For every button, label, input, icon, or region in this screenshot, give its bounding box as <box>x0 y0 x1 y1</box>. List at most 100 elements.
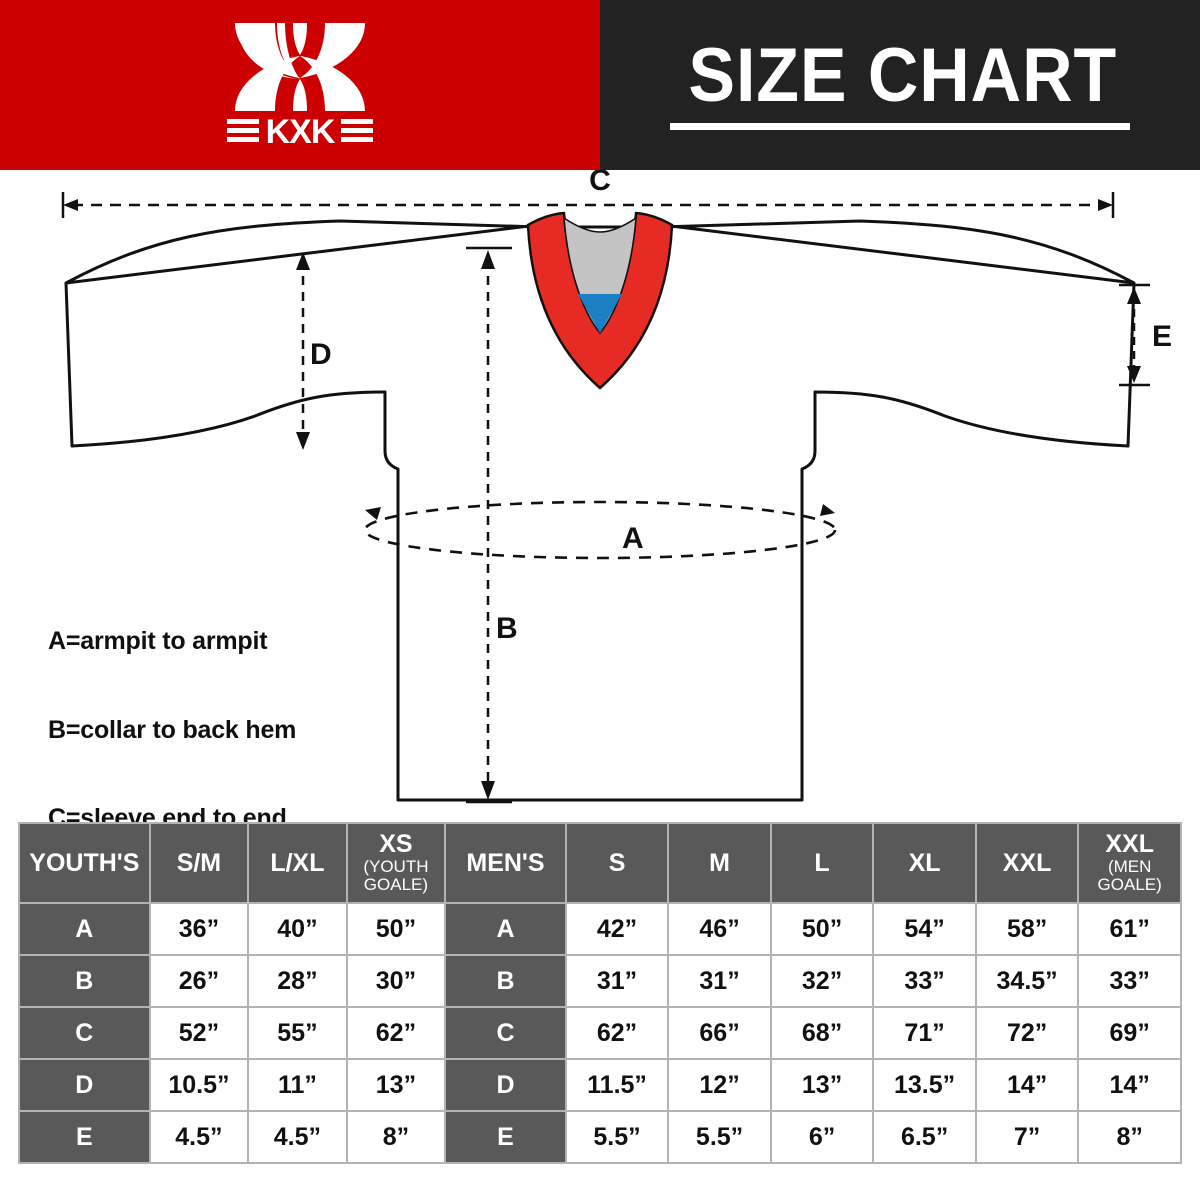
header-youths: YOUTH'S <box>20 824 149 902</box>
cell-youth-sm-d: 10.5” <box>150 1060 248 1110</box>
cell-youth-xs-c: 62” <box>347 1008 445 1058</box>
shoulder-seams <box>65 224 1135 285</box>
dimension-e <box>1119 283 1150 387</box>
page-title: SIZE CHART <box>688 33 1118 119</box>
dimension-a <box>363 500 837 560</box>
cell-youth-lxl-c: 55” <box>249 1008 346 1058</box>
svg-text:KXK: KXK <box>266 113 336 151</box>
kxk-logo: KXK <box>215 15 385 155</box>
cell-youth-xs-b: 30” <box>347 956 445 1006</box>
dimension-c <box>61 192 1115 218</box>
cell-men-xl-a: 54” <box>874 904 975 954</box>
cell-youth-sm-a: 36” <box>150 904 248 954</box>
cell-youth-xs-a: 50” <box>347 904 445 954</box>
header-men-m: M <box>669 824 770 902</box>
row-label-men-d: D <box>446 1060 565 1110</box>
row-label-youth-c: C <box>20 1008 149 1058</box>
cell-men-goalie-e: 8” <box>1079 1112 1180 1162</box>
cell-men-xxl-a: 58” <box>976 904 1078 954</box>
row-label-men-a: A <box>446 904 565 954</box>
row-label-youth-b: B <box>20 956 149 1006</box>
cell-men-xxl-b: 34.5” <box>976 956 1078 1006</box>
cell-men-xxl-e: 7” <box>976 1112 1078 1162</box>
dimension-b-label: B <box>496 612 518 645</box>
dimension-e-label: E <box>1152 320 1172 353</box>
cell-men-m-c: 66” <box>669 1008 770 1058</box>
table-row: A 36” 40” 50” A 42” 46” 50” 54” 58” 61” <box>20 904 1180 954</box>
cell-youth-lxl-a: 40” <box>249 904 346 954</box>
row-label-youth-e: E <box>20 1112 149 1162</box>
header-men-goalie-main: XXL <box>1105 830 1154 859</box>
dimension-c-label: C <box>589 170 611 197</box>
cell-men-goalie-b: 33” <box>1079 956 1180 1006</box>
cell-men-m-b: 31” <box>669 956 770 1006</box>
row-label-youth-d: D <box>20 1060 149 1110</box>
cell-men-goalie-c: 69” <box>1079 1008 1180 1058</box>
cell-men-l-a: 50” <box>771 904 873 954</box>
cell-men-s-e: 5.5” <box>566 1112 668 1162</box>
jersey-diagram: D B A E C <box>0 170 1200 820</box>
cell-youth-lxl-b: 28” <box>249 956 346 1006</box>
page-header: KXK SIZE CHART <box>0 0 1200 170</box>
header-youth-goalie-main: XS <box>379 830 413 859</box>
collar-accent <box>578 294 622 333</box>
row-label-men-b: B <box>446 956 565 1006</box>
jersey-outline <box>64 219 1136 802</box>
header-men-s: S <box>566 824 668 902</box>
cell-men-l-b: 32” <box>771 956 873 1006</box>
cell-youth-sm-c: 52” <box>150 1008 248 1058</box>
title-underline-rule <box>670 122 1130 130</box>
cell-men-s-b: 31” <box>566 956 668 1006</box>
cell-youth-sm-b: 26” <box>150 956 248 1006</box>
cell-men-m-e: 5.5” <box>669 1112 770 1162</box>
header-men-goalie-sub: (MEN GOALE) <box>1097 857 1162 894</box>
header-youth-lxl: L/XL <box>249 824 346 902</box>
dimension-b <box>466 246 512 804</box>
cell-men-xxl-c: 72” <box>976 1008 1078 1058</box>
header-mens: MEN'S <box>446 824 565 902</box>
header-men-l: L <box>771 824 873 902</box>
dimension-d <box>296 252 310 450</box>
brand-panel: KXK <box>0 0 600 170</box>
dimension-d-label: D <box>310 338 332 371</box>
cell-men-xl-c: 71” <box>874 1008 975 1058</box>
table-header-row: YOUTH'S S/M L/XL XS (YOUTH GOALE) MEN'S … <box>20 824 1180 902</box>
header-men-goalie: XXL (MEN GOALE) <box>1079 824 1180 902</box>
header-men-xxl: XXL <box>976 824 1078 902</box>
dimension-a-label: A <box>622 522 644 555</box>
legend-line-b: B=collar to back hem <box>48 715 297 744</box>
cell-youth-xs-d: 13” <box>347 1060 445 1110</box>
cell-men-s-c: 62” <box>566 1008 668 1058</box>
title-panel: SIZE CHART <box>600 0 1200 170</box>
legend-line-a: A=armpit to armpit <box>48 627 268 655</box>
cell-youth-xs-e: 8” <box>347 1112 445 1162</box>
row-label-men-c: C <box>446 1008 565 1058</box>
cell-youth-lxl-e: 4.5” <box>249 1112 346 1162</box>
cell-men-l-e: 6” <box>771 1112 873 1162</box>
cell-men-xxl-d: 14” <box>976 1060 1078 1110</box>
table-row: D 10.5” 11” 13” D 11.5” 12” 13” 13.5” 14… <box>20 1060 1180 1110</box>
cell-men-xl-b: 33” <box>874 956 975 1006</box>
cell-men-s-d: 11.5” <box>566 1060 668 1110</box>
row-label-men-e: E <box>446 1112 565 1162</box>
cell-men-l-c: 68” <box>771 1008 873 1058</box>
cell-men-goalie-d: 14” <box>1079 1060 1180 1110</box>
header-youth-goalie: XS (YOUTH GOALE) <box>347 824 445 902</box>
header-youth-goalie-sub: (YOUTH GOALE) <box>363 857 429 894</box>
row-label-youth-a: A <box>20 904 149 954</box>
cell-men-xl-d: 13.5” <box>874 1060 975 1110</box>
cell-men-m-a: 46” <box>669 904 770 954</box>
cell-men-s-a: 42” <box>566 904 668 954</box>
size-table-container: YOUTH'S S/M L/XL XS (YOUTH GOALE) MEN'S … <box>18 822 1182 1164</box>
cell-men-l-d: 13” <box>771 1060 873 1110</box>
table-row: E 4.5” 4.5” 8” E 5.5” 5.5” 6” 6.5” 7” 8” <box>20 1112 1180 1162</box>
header-youth-sm: S/M <box>150 824 248 902</box>
table-row: B 26” 28” 30” B 31” 31” 32” 33” 34.5” 33… <box>20 956 1180 1006</box>
header-men-xl: XL <box>874 824 975 902</box>
cell-men-xl-e: 6.5” <box>874 1112 975 1162</box>
cell-men-m-d: 12” <box>669 1060 770 1110</box>
cell-youth-sm-e: 4.5” <box>150 1112 248 1162</box>
size-table: YOUTH'S S/M L/XL XS (YOUTH GOALE) MEN'S … <box>18 822 1182 1164</box>
table-row: C 52” 55” 62” C 62” 66” 68” 71” 72” 69” <box>20 1008 1180 1058</box>
cell-men-goalie-a: 61” <box>1079 904 1180 954</box>
